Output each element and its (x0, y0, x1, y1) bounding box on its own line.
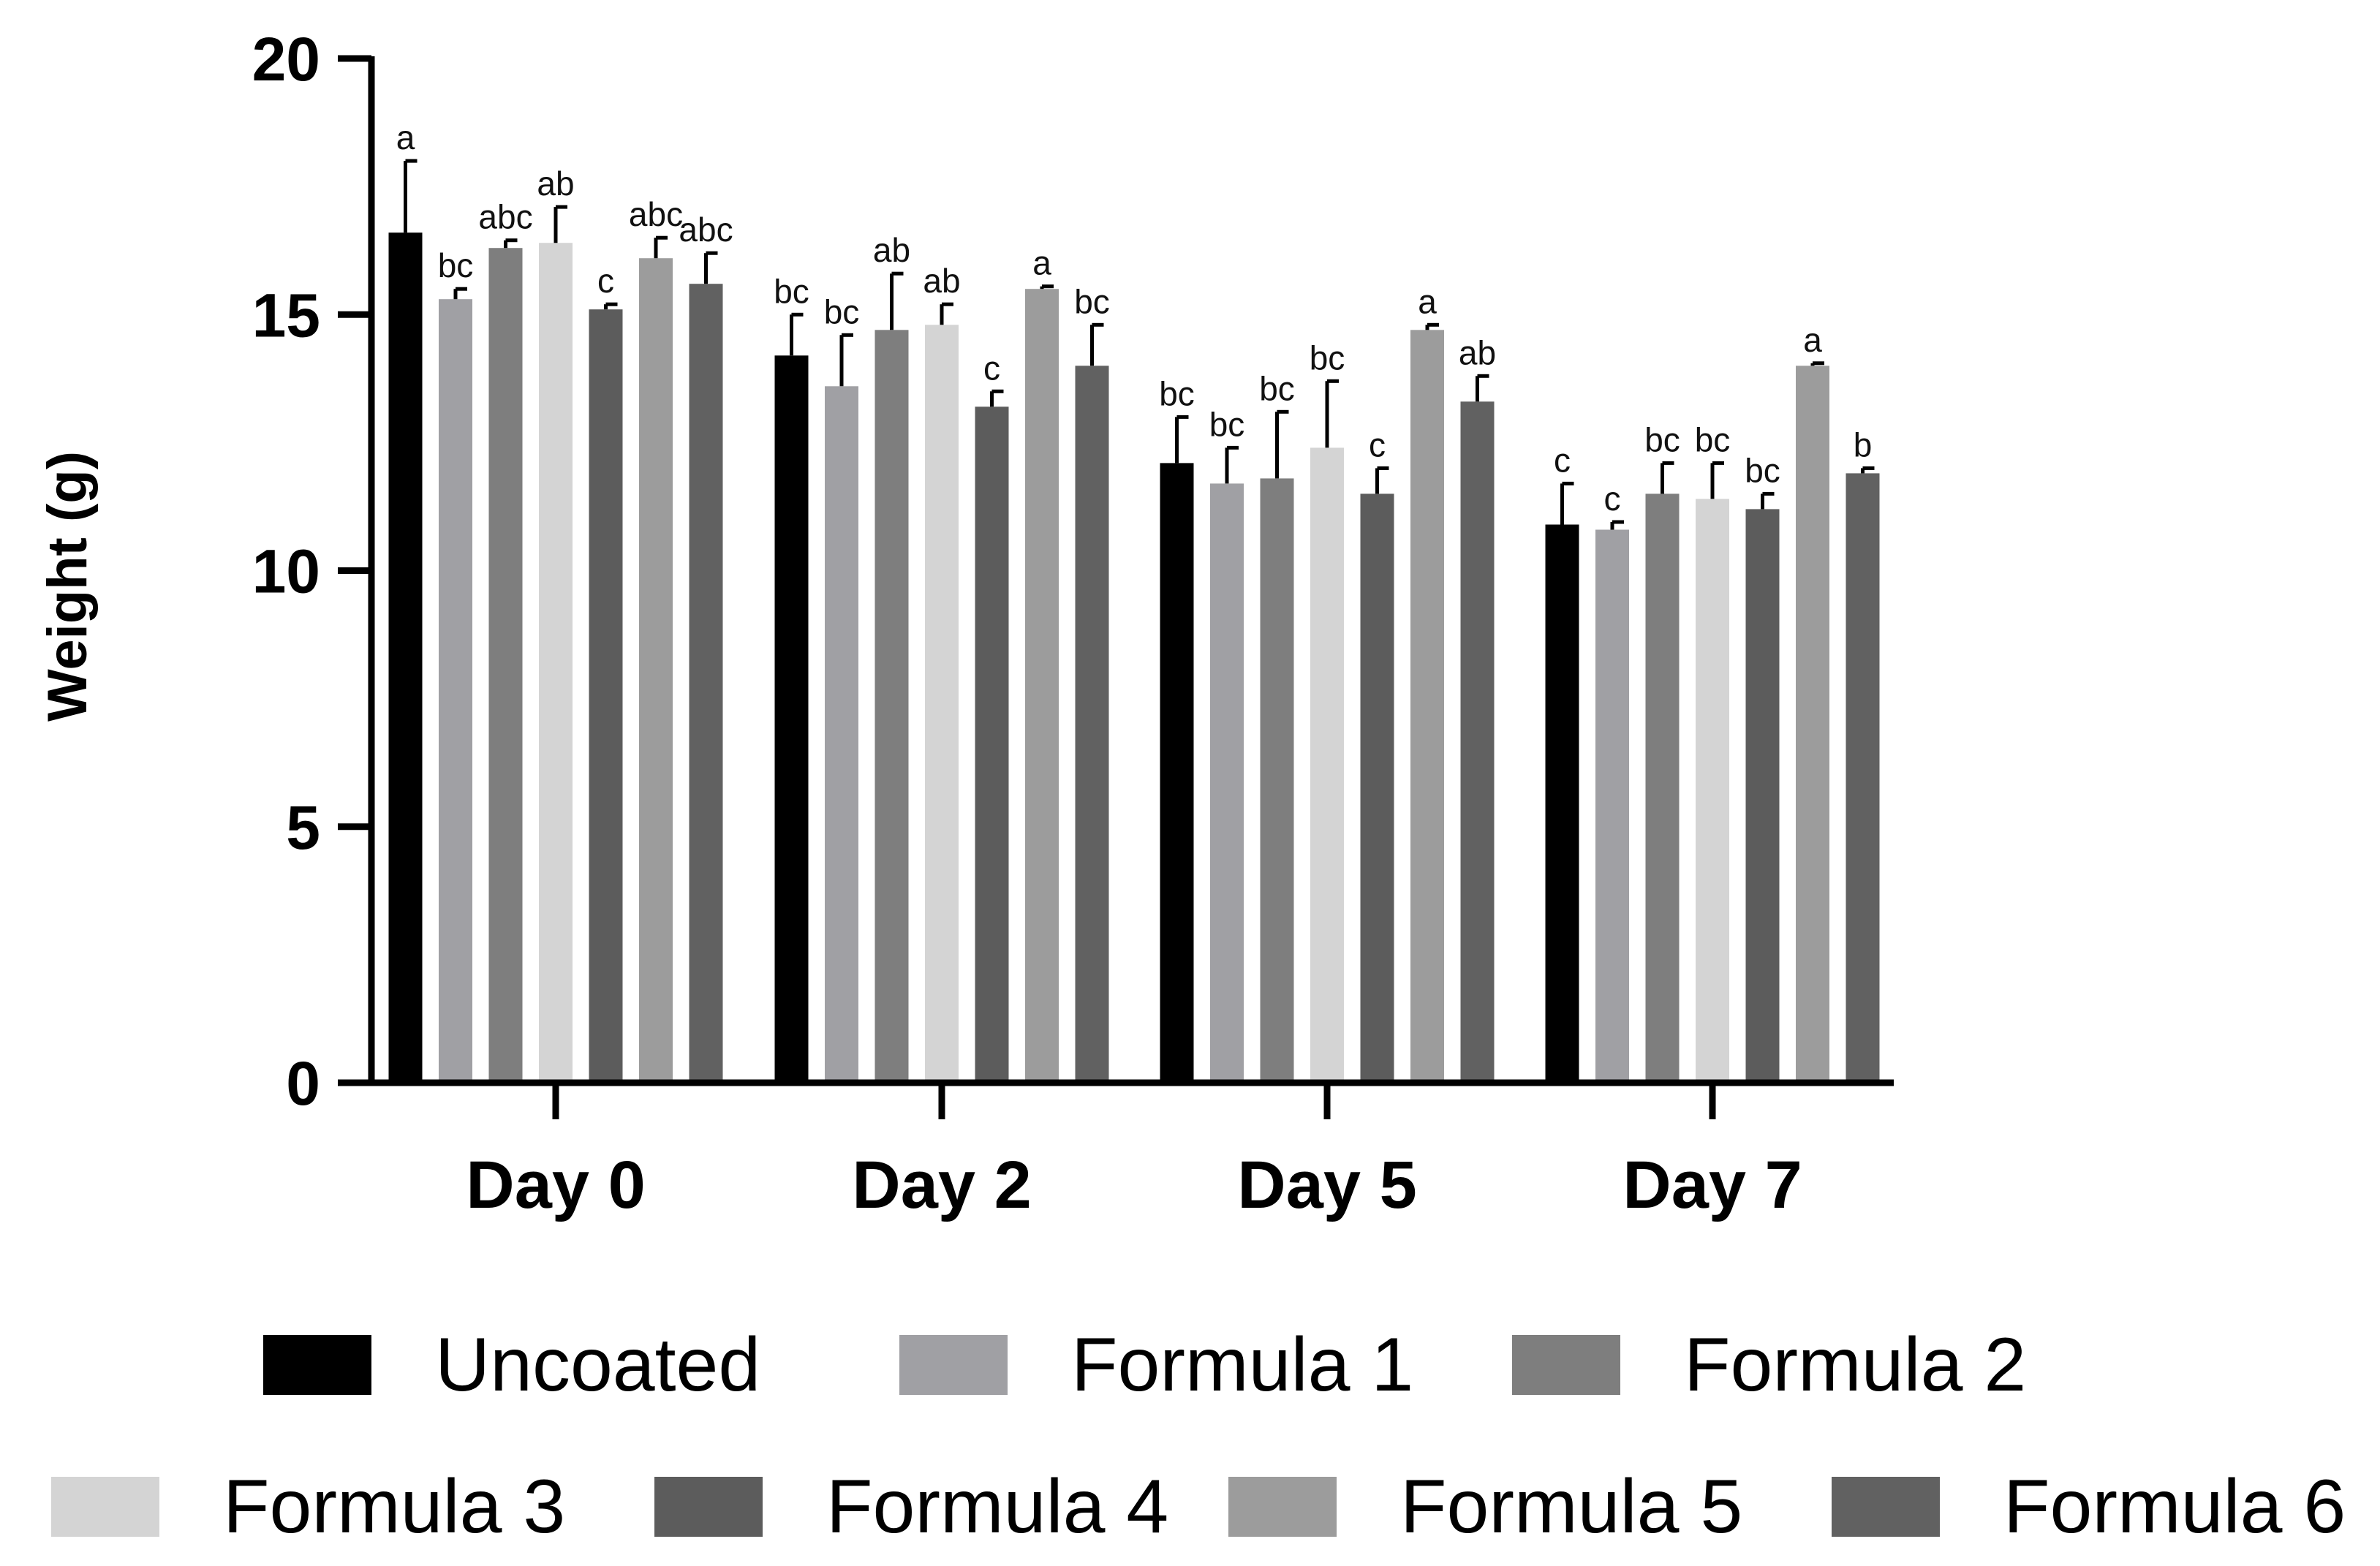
bar-formula-5-day-5 (1410, 330, 1444, 1083)
y-tick-label: 15 (252, 281, 320, 349)
significance-letter: a (1418, 282, 1437, 320)
significance-letter: bc (774, 272, 809, 310)
significance-letter: bc (1259, 369, 1295, 407)
significance-letter: ab (923, 262, 960, 300)
significance-letter: abc (478, 198, 532, 236)
legend-label: Formula 1 (1071, 1323, 1413, 1407)
bar-formula-6-day-5 (1460, 401, 1495, 1083)
bar-uncoated-day-5 (1160, 463, 1194, 1083)
bar-formula-1-day-7 (1595, 529, 1629, 1083)
legend-swatch (263, 1335, 371, 1395)
bar-formula-4-day-7 (1745, 509, 1780, 1083)
y-tick-label: 10 (252, 537, 320, 606)
significance-letter: bc (1074, 282, 1110, 320)
significance-letter: bc (1695, 420, 1731, 458)
bar-formula-1-day-5 (1210, 483, 1244, 1083)
legend-label: Formula 6 (2003, 1464, 2346, 1549)
bar-formula-6-day-0 (689, 284, 723, 1083)
bar-formula-2-day-5 (1260, 478, 1294, 1083)
significance-letter: c (1604, 480, 1621, 518)
significance-letter: ab (537, 164, 574, 203)
bar-formula-5-day-0 (639, 258, 673, 1083)
significance-letter: ab (1459, 333, 1496, 371)
significance-letter: bc (438, 246, 474, 284)
x-tick-label: Day 7 (1622, 1148, 1802, 1222)
legend-swatch (1228, 1477, 1337, 1537)
y-axis-title: Weight (g) (37, 451, 99, 722)
legend-label: Formula 4 (826, 1464, 1168, 1549)
significance-letter: bc (1159, 374, 1195, 412)
legend-swatch (654, 1477, 763, 1537)
axes-layer: 0 5 10 15 20 Day 0 Day 2 Day 5 Day 7 Weight (g) (37, 25, 1894, 1222)
significance-letter: bc (1745, 451, 1780, 489)
significance-letter: ab (873, 231, 910, 269)
legend-swatch (1512, 1335, 1620, 1395)
bar-formula-3-day-2 (925, 325, 959, 1083)
bar-formula-1-day-0 (439, 299, 472, 1083)
legend-label: Formula 2 (1684, 1323, 2026, 1407)
legend-swatch (51, 1477, 159, 1537)
significance-letter: b (1854, 425, 1873, 464)
significance-letter: bc (1644, 420, 1680, 458)
significance-letter: c (1369, 425, 1386, 464)
legend-swatch (899, 1335, 1008, 1395)
bar-formula-2-day-0 (488, 248, 523, 1083)
y-tick-label: 5 (286, 793, 320, 862)
significance-letter: c (597, 262, 614, 300)
significance-letter: a (1032, 244, 1051, 282)
significance-letter: bc (1310, 338, 1345, 377)
bar-formula-5-day-2 (1025, 289, 1059, 1083)
legend-item: Formula 6 (1832, 1464, 2346, 1549)
x-tick-label: Day 0 (466, 1148, 646, 1222)
significance-letter: c (983, 349, 1000, 387)
significance-letter: bc (1209, 405, 1245, 443)
bar-formula-3-day-7 (1696, 499, 1729, 1083)
bar-formula-2-day-7 (1645, 493, 1680, 1083)
legend-label: Formula 5 (1400, 1464, 1742, 1549)
legend-item: Formula 5 (1228, 1464, 1742, 1549)
bar-formula-1-day-2 (825, 386, 858, 1083)
significance-letter: c (1554, 441, 1571, 479)
legend-item: Formula 2 (1512, 1323, 2026, 1407)
legend-item: Formula 3 (51, 1464, 565, 1549)
significance-letter: a (1803, 321, 1822, 359)
bar-formula-5-day-7 (1796, 366, 1829, 1083)
bar-uncoated-day-0 (388, 232, 423, 1083)
bar-formula-4-day-2 (975, 406, 1009, 1083)
bar-formula-3-day-0 (539, 243, 573, 1083)
bar-formula-2-day-2 (874, 330, 909, 1083)
bar-uncoated-day-7 (1545, 524, 1579, 1083)
x-tick-label: Day 5 (1237, 1148, 1417, 1222)
bars-layer (388, 232, 1880, 1083)
bar-formula-3-day-5 (1310, 447, 1344, 1083)
x-tick-label: Day 2 (852, 1148, 1032, 1222)
legend-item: Formula 4 (654, 1464, 1168, 1549)
y-tick-label: 0 (286, 1049, 320, 1118)
bar-formula-6-day-7 (1846, 473, 1880, 1083)
legend-item: Formula 1 (899, 1323, 1413, 1407)
legend-swatch (1832, 1477, 1940, 1537)
significance-letter: abc (679, 211, 733, 249)
bar-formula-4-day-5 (1360, 493, 1394, 1083)
significance-letter: abc (629, 195, 683, 233)
legend-item: Uncoated (263, 1323, 760, 1407)
bar-formula-6-day-2 (1075, 366, 1109, 1083)
legend: Uncoated Formula 1 Formula 2 Formula 3 Formu… (51, 1323, 2346, 1549)
bar-formula-4-day-0 (589, 309, 623, 1083)
error-bars-layer (404, 159, 1875, 530)
y-tick-label: 20 (252, 25, 320, 94)
legend-label: Formula 3 (223, 1464, 565, 1549)
bar-uncoated-day-2 (774, 355, 809, 1083)
legend-label: Uncoated (435, 1323, 760, 1407)
significance-letter: a (396, 118, 415, 156)
significance-letters-layer: abcbccbcbcbccabcabbcbcababbcbccccbcabcaa… (396, 118, 1873, 518)
significance-letter: bc (824, 292, 860, 330)
